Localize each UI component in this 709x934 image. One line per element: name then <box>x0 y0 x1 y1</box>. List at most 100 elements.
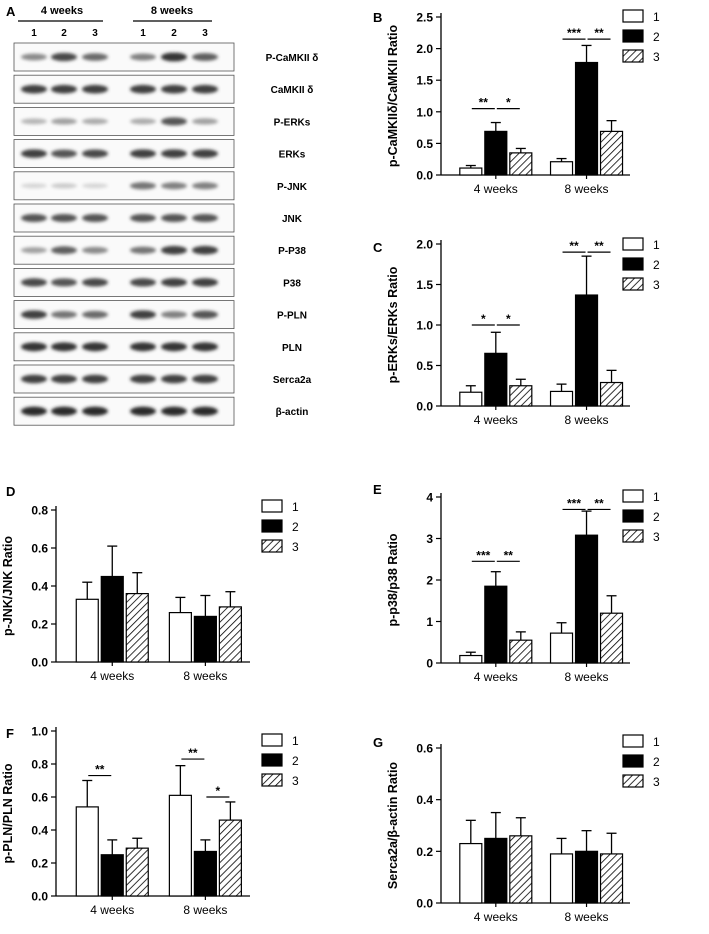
y-tick-label: 1.5 <box>416 278 433 292</box>
blot-band <box>51 374 77 384</box>
blot-band <box>82 84 108 94</box>
bar <box>484 130 508 176</box>
significance-label: ** <box>569 239 579 253</box>
blot-band <box>192 278 218 287</box>
y-axis-label: p-p38/p38 Ratio <box>386 533 400 626</box>
legend-swatch <box>622 489 644 503</box>
legend-label: 3 <box>653 50 660 64</box>
blot-band <box>82 118 108 125</box>
blot-band <box>192 149 218 158</box>
bar <box>484 352 508 407</box>
bar <box>459 654 483 664</box>
y-axis-label: p-PLN/PLN Ratio <box>1 763 15 863</box>
blot-band <box>192 118 218 125</box>
blot-band <box>161 84 187 94</box>
blot-band <box>82 374 108 384</box>
legend-swatch <box>622 734 644 748</box>
bar <box>599 853 624 904</box>
bar <box>599 612 624 664</box>
blot-band <box>82 342 108 352</box>
y-tick-label: 0.6 <box>31 542 48 556</box>
lane-label: 2 <box>61 28 67 39</box>
y-tick-label: 0.6 <box>31 791 48 805</box>
legend-label: 3 <box>653 530 660 544</box>
legend-label: 2 <box>653 30 660 44</box>
bar <box>549 853 574 904</box>
blot-band <box>161 311 187 319</box>
bar <box>193 615 217 663</box>
blot-band <box>21 342 47 352</box>
y-tick-label: 2 <box>426 574 433 588</box>
legend-label: 2 <box>653 258 660 272</box>
bar <box>599 130 624 176</box>
significance-label: *** <box>567 496 581 510</box>
blot-band <box>130 182 156 190</box>
blot-row-label: P-JNK <box>277 182 308 193</box>
bar <box>574 294 599 407</box>
blot-band <box>130 149 156 158</box>
blot-row-label: JNK <box>282 214 303 225</box>
western-blot-panel: A 4 weeks 8 weeks 1 2 3 1 2 3 P-CaMKII δ CaMKII δ P… <box>6 4 318 426</box>
y-tick-label: 1.5 <box>416 74 433 88</box>
legend-swatch <box>622 237 644 251</box>
x-tick-label: 4 weeks <box>90 903 134 917</box>
blot-band <box>21 213 47 223</box>
chart-f: Fp-PLN/PLN Ratio 0.0 0.2 0.4 0.6 0.8 1.0 4 week… <box>1 725 299 918</box>
blot-band <box>161 245 187 255</box>
blot-band <box>192 213 218 223</box>
x-tick-label: 8 weeks <box>183 903 227 917</box>
legend-swatch <box>622 754 644 768</box>
blot-band <box>51 310 77 319</box>
bar <box>459 842 483 904</box>
significance-label: ** <box>594 239 604 253</box>
blot-row-label: ERKs <box>279 150 306 161</box>
x-tick-label: 4 weeks <box>474 670 518 684</box>
legend-label: 1 <box>653 10 660 24</box>
significance-label: ** <box>504 548 514 562</box>
y-tick-label: 1.0 <box>416 319 433 333</box>
y-tick-label: 0.0 <box>31 890 48 904</box>
lane-label: 3 <box>202 28 208 39</box>
panel-letter: B <box>373 10 382 25</box>
group-label: 4 weeks <box>41 5 83 17</box>
y-axis-label: p-CaMKIIδ/CaMKII Ratio <box>386 24 400 167</box>
panel-letter: D <box>6 484 15 499</box>
blot-band <box>51 213 77 223</box>
blot-band <box>192 53 218 61</box>
bar <box>168 794 192 897</box>
y-tick-label: 1 <box>426 615 433 629</box>
significance-label: ** <box>594 496 604 510</box>
bar <box>459 391 483 407</box>
bar-chart-panels: Bp-CaMKIIδ/CaMKII Ratio 0.0 0.5 1.0 1.5 2.0 2.… <box>1 9 660 924</box>
blot-band <box>82 278 108 287</box>
significance-label: * <box>216 784 221 798</box>
y-tick-label: 0 <box>426 657 433 671</box>
x-tick-label: 4 weeks <box>474 910 518 924</box>
x-tick-label: 8 weeks <box>565 670 609 684</box>
blot-band <box>21 278 47 287</box>
lane-label: 2 <box>171 28 177 39</box>
y-tick-label: 0.0 <box>416 169 433 183</box>
panel-letter: G <box>373 735 383 750</box>
significance-label: * <box>506 312 511 326</box>
chart-c: Cp-ERKs/ERKs Ratio 0.0 0.5 1.0 1.5 2.0 4 weeks… <box>373 237 660 427</box>
bar <box>459 167 483 176</box>
bar <box>509 835 533 904</box>
lane-label: 1 <box>140 28 146 39</box>
y-tick-label: 0.2 <box>416 845 433 859</box>
y-tick-label: 0.2 <box>31 618 48 632</box>
blot-band <box>130 53 156 61</box>
blot-row-label: PLN <box>282 343 302 354</box>
significance-label: ** <box>95 763 105 777</box>
y-tick-label: 0.0 <box>31 656 48 670</box>
bar <box>509 152 533 176</box>
blot-band <box>161 342 187 352</box>
significance-label: ** <box>594 26 604 40</box>
blot-band <box>130 374 156 384</box>
blot-band <box>130 278 156 287</box>
y-tick-label: 0.4 <box>31 824 48 838</box>
legend-label: 2 <box>653 755 660 769</box>
blot-band <box>192 406 218 416</box>
blot-band <box>21 118 47 125</box>
